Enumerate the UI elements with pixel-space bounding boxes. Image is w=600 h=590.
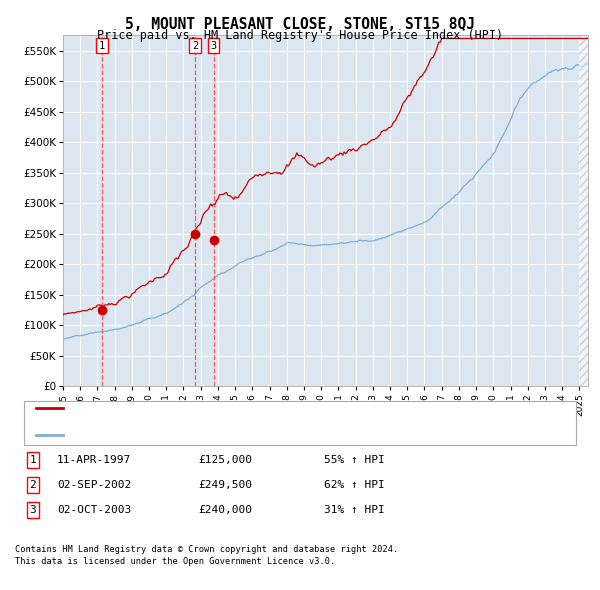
Text: 5, MOUNT PLEASANT CLOSE, STONE, ST15 8QJ: 5, MOUNT PLEASANT CLOSE, STONE, ST15 8QJ [125,17,475,31]
Text: 2: 2 [192,41,198,51]
Text: Price paid vs. HM Land Registry's House Price Index (HPI): Price paid vs. HM Land Registry's House … [97,30,503,42]
Text: 02-OCT-2003: 02-OCT-2003 [57,505,131,514]
Text: 1: 1 [29,455,37,465]
Text: 5, MOUNT PLEASANT CLOSE, STONE, ST15 8QJ (detached house): 5, MOUNT PLEASANT CLOSE, STONE, ST15 8QJ… [67,404,424,413]
Text: £240,000: £240,000 [198,505,252,514]
Text: HPI: Average price, detached house, Stafford: HPI: Average price, detached house, Staf… [67,431,342,440]
Text: 62% ↑ HPI: 62% ↑ HPI [324,480,385,490]
Text: £125,000: £125,000 [198,455,252,465]
Text: 11-APR-1997: 11-APR-1997 [57,455,131,465]
Text: £249,500: £249,500 [198,480,252,490]
Text: Contains HM Land Registry data © Crown copyright and database right 2024.: Contains HM Land Registry data © Crown c… [15,545,398,555]
Text: 31% ↑ HPI: 31% ↑ HPI [324,505,385,514]
Text: 3: 3 [29,505,37,514]
Bar [580,35,596,386]
Text: 2: 2 [29,480,37,490]
Text: 1: 1 [99,41,105,51]
Text: This data is licensed under the Open Government Licence v3.0.: This data is licensed under the Open Gov… [15,557,335,566]
Text: 02-SEP-2002: 02-SEP-2002 [57,480,131,490]
Text: 3: 3 [211,41,217,51]
Text: 55% ↑ HPI: 55% ↑ HPI [324,455,385,465]
